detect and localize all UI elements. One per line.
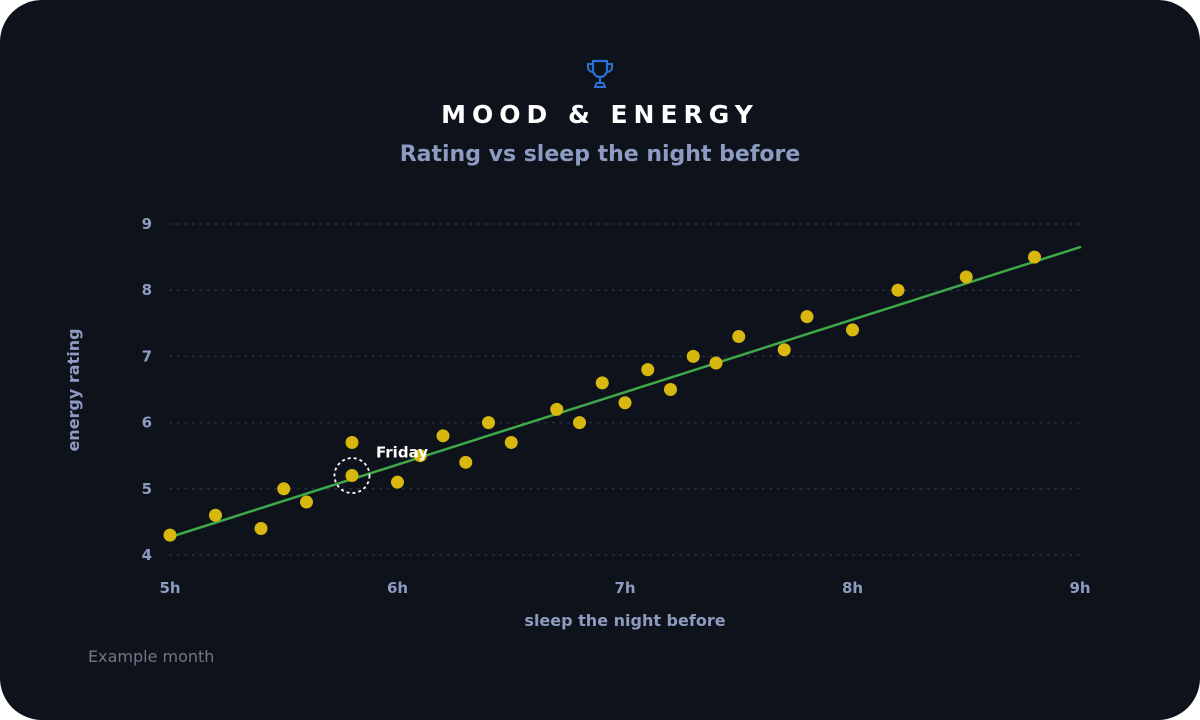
data-point[interactable] (550, 402, 564, 416)
data-point[interactable] (777, 343, 791, 357)
y-axis-label: energy rating (64, 328, 83, 451)
data-point[interactable] (163, 528, 177, 542)
data-points (163, 250, 1041, 542)
data-point[interactable] (732, 330, 746, 344)
x-tick-label: 9h (1069, 579, 1090, 597)
y-tick-label: 9 (142, 215, 152, 233)
data-point[interactable] (482, 416, 495, 430)
annotation-label: Friday (376, 444, 428, 462)
footer-note: Example month (88, 647, 215, 666)
data-point[interactable] (959, 270, 973, 284)
data-point[interactable] (254, 522, 268, 536)
x-tick-label: 5h (159, 579, 180, 597)
data-point[interactable] (209, 508, 222, 522)
chart-subtitle: Rating vs sleep the night before (399, 142, 801, 167)
y-tick-label: 7 (142, 347, 152, 365)
annotation-layer: Friday (333, 444, 428, 494)
data-point[interactable] (504, 435, 518, 449)
annotation-highlight-ring (333, 457, 371, 494)
data-point[interactable] (1028, 250, 1041, 264)
data-point[interactable] (686, 349, 700, 363)
y-tick-label: 5 (142, 480, 152, 498)
data-point[interactable] (391, 475, 404, 489)
data-point[interactable] (436, 429, 450, 443)
x-axis-label: sleep the night before (524, 611, 725, 630)
data-point[interactable] (618, 396, 632, 410)
y-tick-label: 4 (142, 546, 152, 564)
data-point[interactable] (300, 495, 313, 509)
data-point[interactable] (595, 376, 609, 390)
data-point[interactable] (800, 310, 814, 324)
data-point[interactable] (573, 416, 586, 430)
chart-title: MOOD & ENERGY (441, 100, 759, 129)
trendline-layer (168, 245, 1082, 539)
trophy-icon (587, 59, 613, 88)
data-point[interactable] (459, 455, 473, 469)
y-tick-label: 6 (142, 414, 152, 432)
data-point[interactable] (891, 283, 905, 297)
data-point[interactable] (846, 323, 859, 337)
trendline (168, 245, 1082, 539)
data-point[interactable] (413, 449, 427, 463)
tick-labels: 4 5 6 7 8 9 5h 6h 7h 8h 9h (142, 215, 1091, 597)
x-tick-label: 8h (842, 579, 863, 597)
data-point[interactable] (709, 356, 723, 370)
data-point[interactable] (345, 469, 359, 483)
data-point[interactable] (277, 482, 291, 496)
y-tick-label: 8 (142, 281, 152, 299)
data-point[interactable] (664, 383, 677, 396)
x-tick-label: 7h (614, 579, 635, 597)
data-point[interactable] (345, 435, 359, 449)
x-tick-label: 6h (387, 579, 408, 597)
data-point[interactable] (641, 363, 655, 377)
